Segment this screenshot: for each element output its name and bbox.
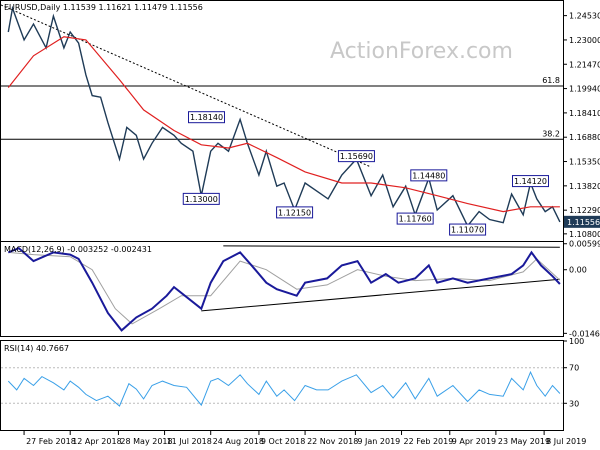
macd-panel-title: MACD(12,26,9) -0.003252 -0.002431 bbox=[4, 245, 152, 254]
fib-level-label: 61.8 bbox=[542, 76, 560, 85]
level-label-box bbox=[188, 111, 226, 124]
price-y-tick-label: 1.23000 bbox=[569, 36, 600, 45]
price-y-tick-label: 1.10800 bbox=[569, 230, 600, 239]
current-price-box bbox=[564, 215, 600, 228]
price-y-tick-label: 1.19940 bbox=[569, 85, 600, 94]
rsi-panel bbox=[0, 340, 564, 431]
level-label: 1.11070 bbox=[451, 226, 484, 235]
rsi-y-tick-label: 100 bbox=[569, 337, 584, 346]
level-label-box bbox=[396, 212, 434, 225]
rsi-y-tick-label: 70 bbox=[569, 364, 579, 373]
moving-average-line bbox=[7, 36, 560, 213]
level-label: 1.14480 bbox=[412, 171, 445, 180]
x-tick-label: 8 Jul 2019 bbox=[546, 437, 586, 446]
level-label: 1.12150 bbox=[278, 208, 311, 217]
x-tick-label: 23 May 2019 bbox=[498, 437, 550, 446]
macd-panel bbox=[0, 241, 564, 337]
price-series-line bbox=[7, 5, 561, 228]
price-layer: 1.24530 1.23000 1.21470 1.19940 1.18410 1.168… bbox=[0, 4, 600, 239]
level-label-box bbox=[449, 223, 487, 236]
rsi-line bbox=[7, 370, 561, 407]
macd-trendline bbox=[223, 245, 560, 248]
level-label-box bbox=[337, 150, 375, 163]
x-tick-label: 12 Apr 2018 bbox=[72, 437, 121, 446]
macd-layer: 0.005998 0.00 -0.014689 bbox=[7, 240, 600, 338]
price-panel-title: EURUSD,Daily 1.11539 1.11621 1.11479 1.1… bbox=[4, 3, 203, 12]
x-tick-label: 28 May 2018 bbox=[120, 437, 172, 446]
current-price-label: 1.11556 bbox=[567, 218, 600, 227]
macd-y-tick-label: 0.005998 bbox=[569, 240, 600, 249]
x-tick-label: 9 Oct 2018 bbox=[261, 437, 305, 446]
rsi-y-tick-label: 30 bbox=[569, 399, 579, 408]
level-label: 1.18140 bbox=[190, 113, 223, 122]
macd-y-tick-label: -0.014689 bbox=[569, 329, 600, 338]
level-label-box bbox=[511, 175, 549, 188]
level-label-box bbox=[182, 192, 220, 205]
x-tick-label: 22 Feb 2019 bbox=[404, 437, 454, 446]
price-y-tick-label: 1.13820 bbox=[569, 182, 600, 191]
level-label-box bbox=[276, 206, 314, 219]
price-y-tick-label: 1.21470 bbox=[569, 60, 600, 69]
level-label: 1.15690 bbox=[340, 152, 373, 161]
level-label: 1.13000 bbox=[185, 195, 218, 204]
x-tick-label: 11 Jul 2018 bbox=[167, 437, 212, 446]
price-trendline bbox=[0, 4, 372, 168]
x-tick-label: 24 Aug 2018 bbox=[213, 437, 264, 446]
x-tick-label: 9 Apr 2019 bbox=[452, 437, 496, 446]
x-tick-label: 27 Feb 2018 bbox=[26, 437, 76, 446]
x-tick-label: 9 Jan 2019 bbox=[357, 437, 400, 446]
price-y-tick-label: 1.18410 bbox=[569, 109, 600, 118]
price-y-tick-label: 1.24530 bbox=[569, 12, 600, 21]
price-y-tick-label: 1.16880 bbox=[569, 133, 600, 142]
price-y-tick-label: 1.12290 bbox=[569, 206, 600, 215]
fib-level-label: 38.2 bbox=[542, 129, 560, 138]
rsi-panel-title: RSI(14) 40.7667 bbox=[4, 344, 69, 353]
price-y-tick-label: 1.15350 bbox=[569, 158, 600, 167]
rsi-layer: 100 70 30 bbox=[1, 337, 584, 408]
level-label: 1.11760 bbox=[399, 215, 432, 224]
x-tick-label: 22 Nov 2018 bbox=[307, 437, 358, 446]
watermark: ActionForex.com bbox=[330, 39, 513, 64]
level-label-box bbox=[410, 169, 448, 182]
macd-line bbox=[7, 246, 561, 332]
level-label: 1.14120 bbox=[514, 177, 547, 186]
macd-y-tick-label: 0.00 bbox=[569, 266, 587, 275]
macd-trendline bbox=[201, 278, 560, 312]
price-panel bbox=[0, 0, 564, 242]
